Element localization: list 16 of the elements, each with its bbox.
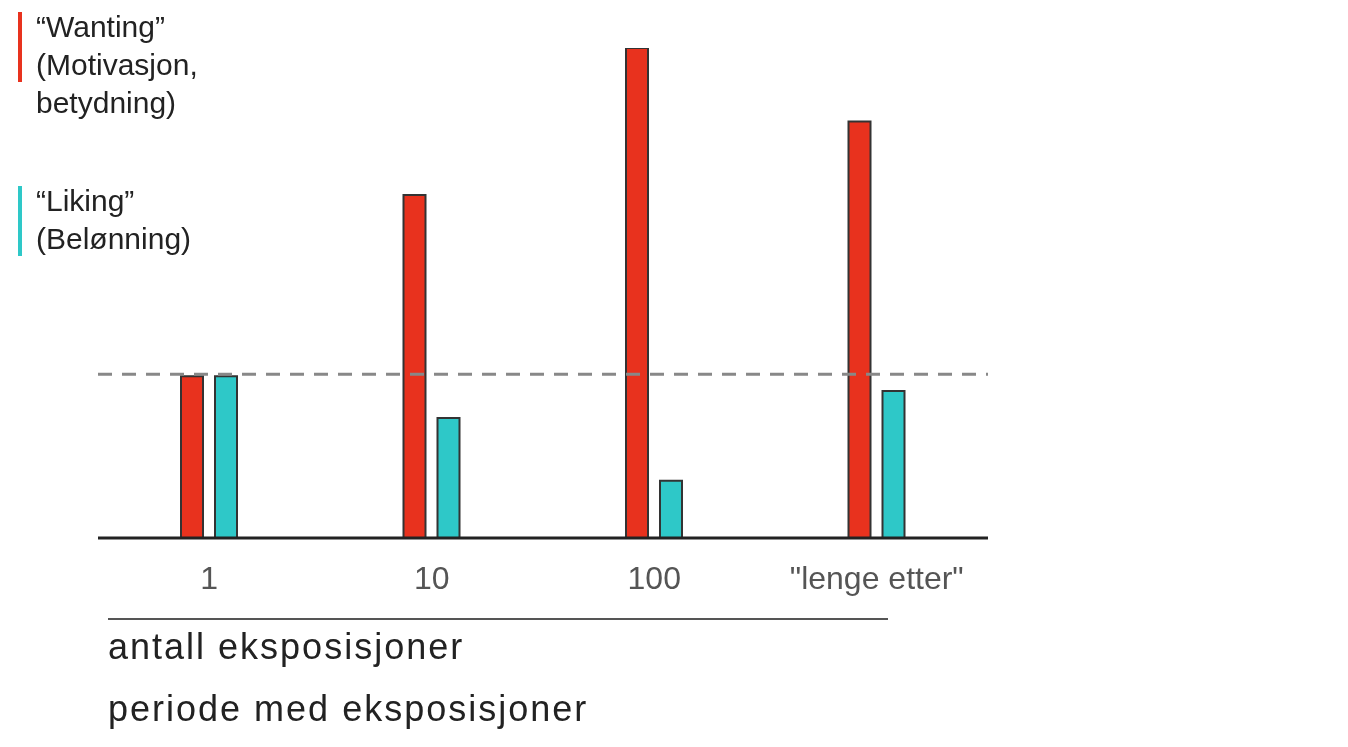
legend-label: “Liking” (Belønning) <box>36 183 192 257</box>
bar <box>402 194 427 538</box>
bar <box>881 390 906 538</box>
x-tick-label: 100 <box>627 559 681 596</box>
x-axis-title: antall eksposisjoner <box>108 618 888 668</box>
bar <box>436 416 461 538</box>
bar <box>625 48 649 538</box>
bar <box>847 120 872 538</box>
x-tick-label: "lenge etter" <box>789 559 964 596</box>
bar <box>214 375 238 538</box>
bar <box>180 375 204 538</box>
bar <box>659 479 683 538</box>
text: periode med eksposisjoner <box>108 688 589 730</box>
x-tick-label: 1 <box>200 559 219 596</box>
x-tick-label: 10 <box>413 559 450 596</box>
legend-label: “Wanting” (Motivasjon, betydning) <box>36 9 198 121</box>
